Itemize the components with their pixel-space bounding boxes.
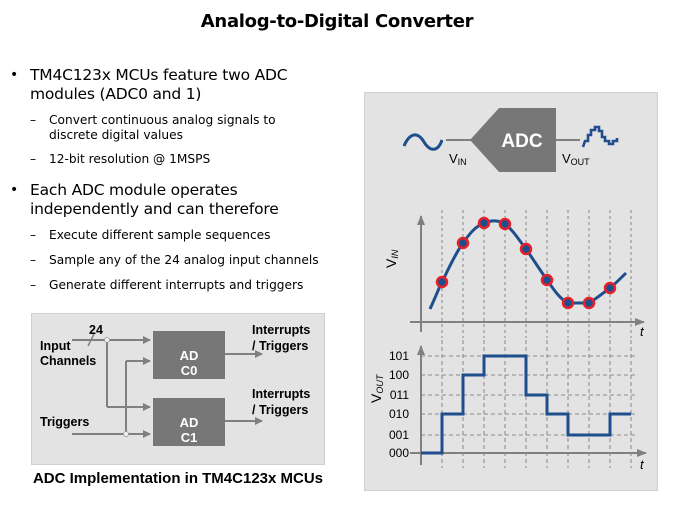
bullet-text: TM4C123x MCUs feature two ADC (30, 66, 288, 84)
input-channels-label: Input (40, 339, 71, 353)
dash-icon: – (30, 278, 37, 292)
time-axis-label: t (640, 324, 645, 339)
svg-text:001: 001 (389, 428, 409, 442)
vin-axis-label: VIN (383, 249, 400, 268)
input-channels-label: Channels (40, 354, 96, 368)
bullet-list: • TM4C123x MCUs feature two ADC modules … (10, 66, 360, 302)
output-label: / Triggers (252, 339, 308, 353)
channel-count-label: 24 (89, 323, 103, 337)
vout-tick-labels: 101 100 011 010 001 000 (389, 349, 409, 460)
sub-bullet-text: discrete digital values (49, 128, 183, 142)
output-label: Interrupts (252, 387, 310, 401)
adc0-label: AD (180, 348, 199, 363)
adc1-label: AD (180, 415, 199, 430)
svg-text:100: 100 (389, 368, 409, 382)
adc0-block (153, 331, 225, 379)
page-title: Analog-to-Digital Converter (200, 11, 474, 32)
diagram-caption: ADC Implementation in TM4C123x MCUs (32, 470, 324, 487)
adc-block (470, 108, 556, 172)
bullet-item: • TM4C123x MCUs feature two ADC modules … (10, 66, 360, 104)
sub-bullet-item: – Generate different interrupts and trig… (10, 278, 360, 293)
dash-icon: – (30, 228, 37, 242)
adc1-label: C1 (181, 430, 198, 445)
bullet-text: independently and can therefore (30, 200, 279, 218)
bullet-item: • Each ADC module operates independently… (10, 181, 360, 219)
sample-points (435, 216, 617, 310)
sub-bullet-text: Generate different interrupts and trigge… (49, 278, 304, 292)
sample-gridlines (441, 210, 632, 338)
svg-text:000: 000 (389, 446, 409, 460)
analog-signal-line (428, 219, 628, 310)
output-label: / Triggers (252, 403, 308, 417)
svg-text:010: 010 (389, 407, 409, 421)
bullet-text: modules (ADC0 and 1) (30, 85, 202, 103)
triggers-label: Triggers (40, 415, 89, 429)
output-label: Interrupts (252, 323, 310, 337)
dash-icon: – (30, 253, 37, 267)
adc1-block (153, 398, 225, 446)
junction-icon (104, 337, 110, 343)
adc-label: ADC (501, 131, 542, 152)
bullet-text: Each ADC module operates (30, 181, 238, 199)
sub-bullet-item: – Convert continuous analog signals to d… (10, 113, 360, 143)
vout-axis-label: VOUT (368, 373, 385, 403)
sub-bullet-text: Execute different sample sequences (49, 228, 271, 242)
adc0-label: C0 (181, 363, 198, 378)
sub-bullet-item: – Execute different sample sequences (10, 228, 360, 243)
step-gridlines (421, 340, 636, 468)
vin-label: VIN (449, 151, 467, 167)
dash-icon: – (30, 152, 37, 166)
sub-bullet-text: Sample any of the 24 analog input channe… (49, 253, 319, 267)
analog-wave-icon (402, 133, 444, 151)
junction-icon (123, 431, 129, 437)
dash-icon: – (30, 113, 37, 127)
vout-label: VOUT (562, 151, 590, 167)
sub-bullet-text: 12-bit resolution @ 1MSPS (49, 152, 211, 166)
time-axis-label-2: t (640, 457, 645, 472)
sub-bullet-item: – Sample any of the 24 analog input chan… (10, 253, 360, 268)
digital-output-line (421, 354, 631, 455)
sub-bullet-item: – 12-bit resolution @ 1MSPS (10, 152, 360, 167)
bullet-icon: • (10, 67, 19, 83)
sub-bullet-text: Convert continuous analog signals to (49, 113, 276, 127)
digital-wave-icon (581, 125, 619, 148)
svg-text:011: 011 (390, 388, 409, 402)
svg-text:101: 101 (389, 349, 409, 363)
bullet-icon: • (10, 182, 19, 198)
